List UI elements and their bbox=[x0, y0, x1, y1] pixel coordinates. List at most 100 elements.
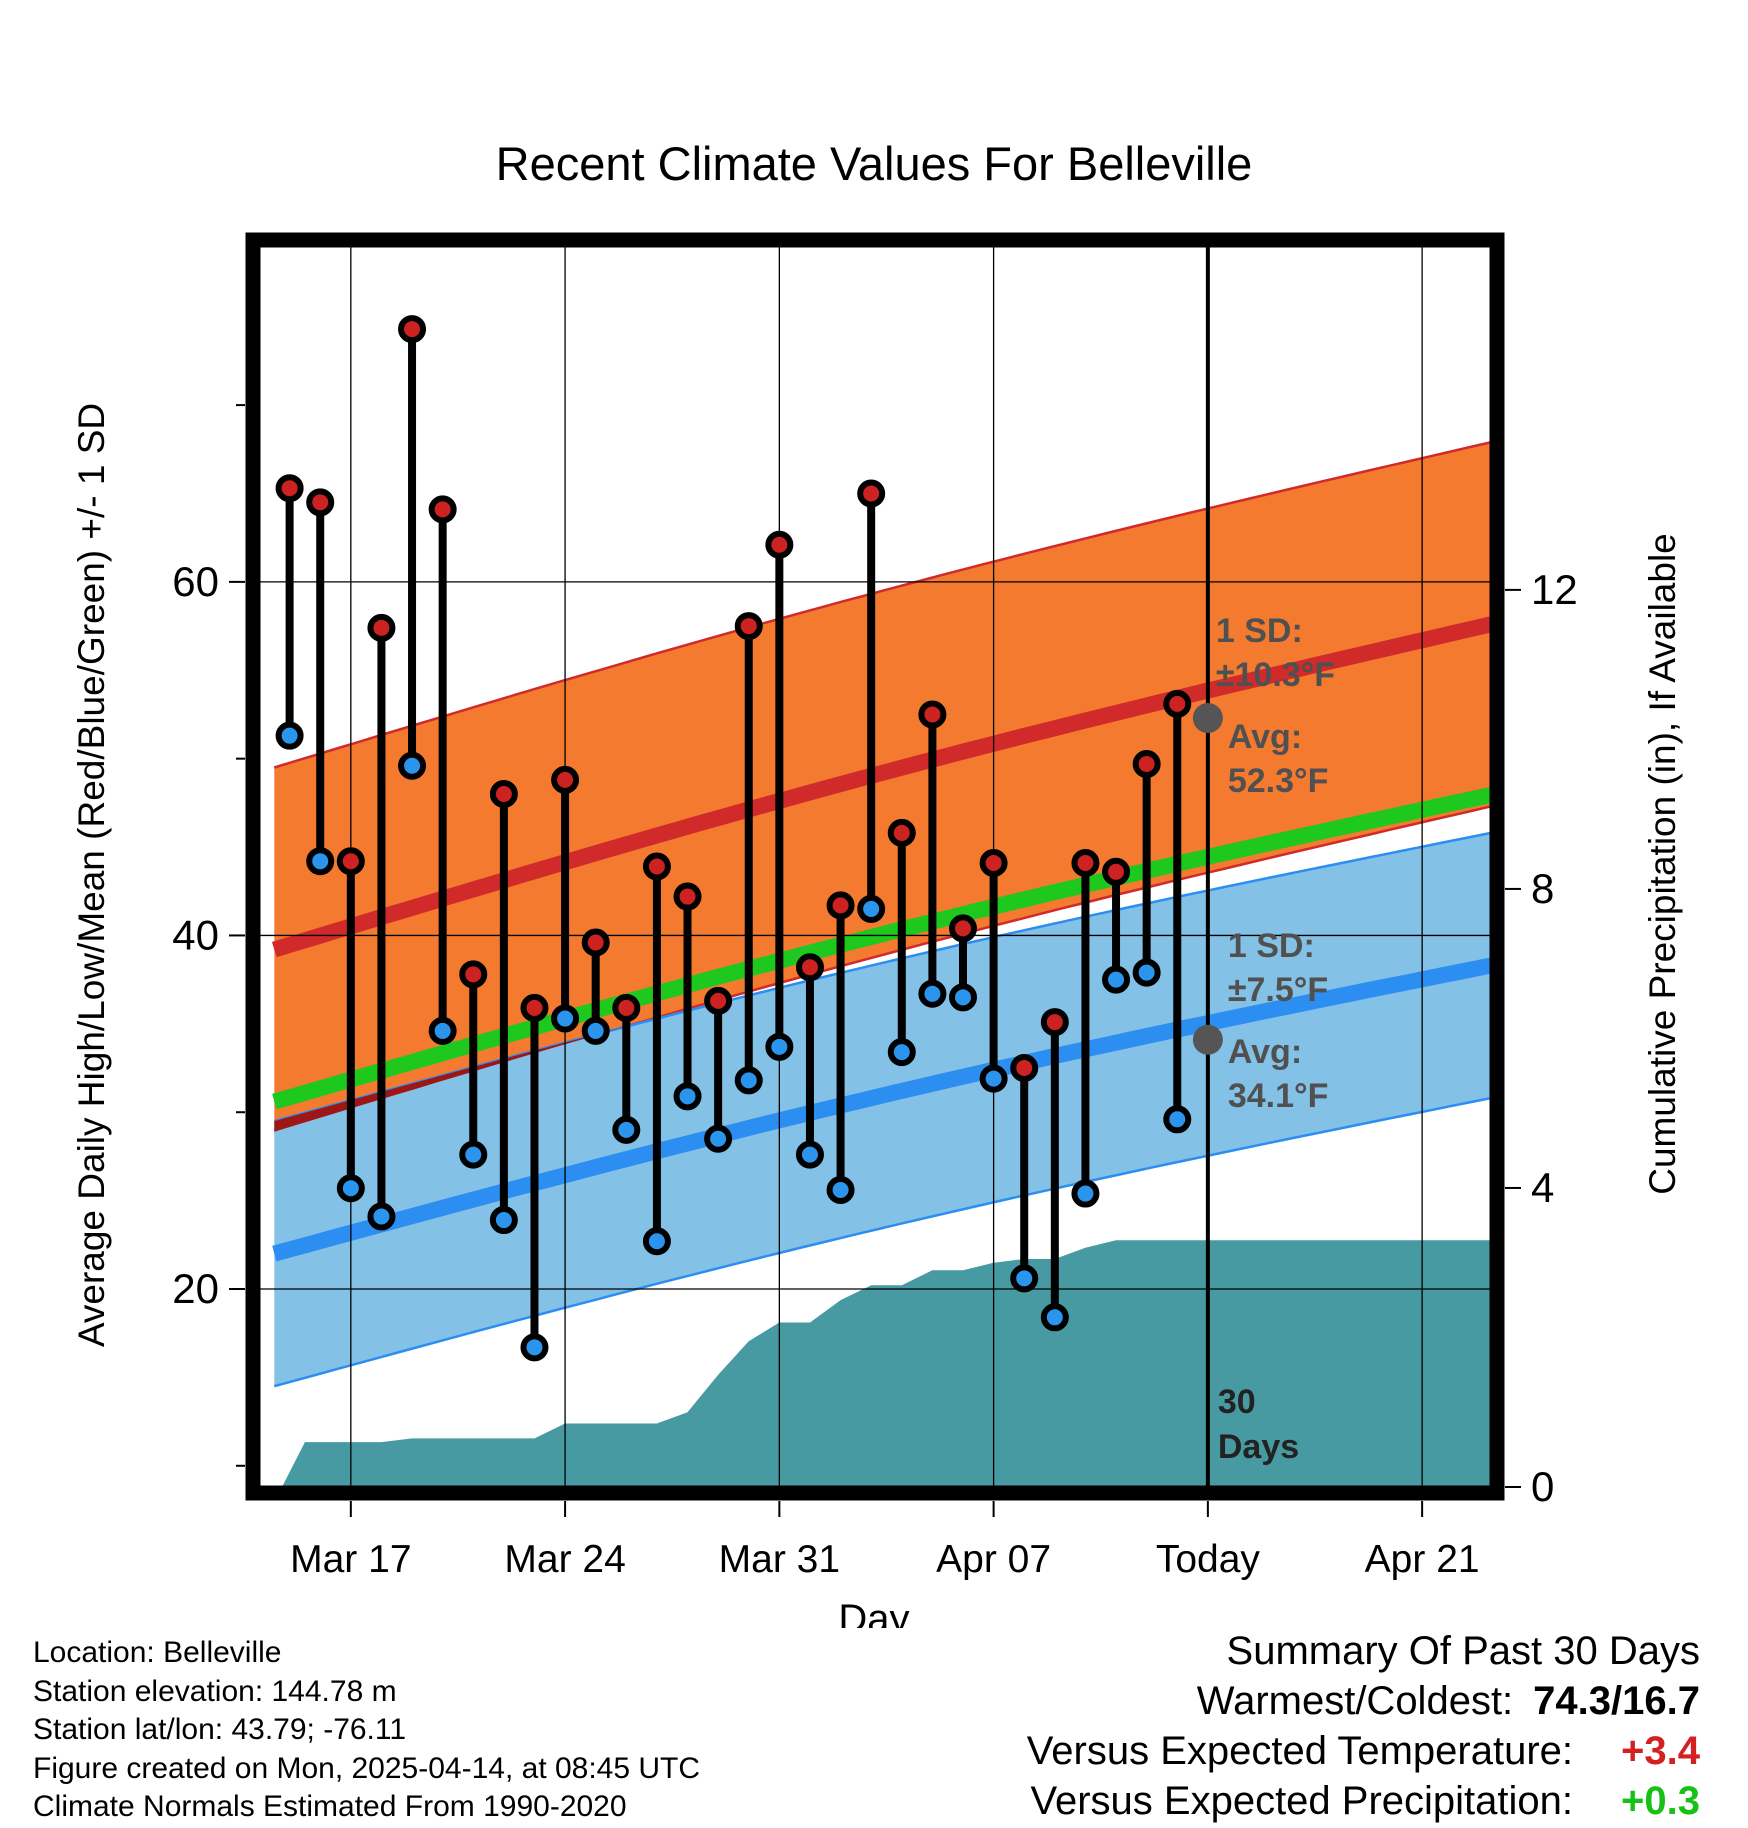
daily-low-point bbox=[459, 1140, 488, 1169]
x-tick-label: Mar 31 bbox=[719, 1538, 840, 1581]
warmest-coldest-row: Warmest/Coldest: 74.3/16.7 bbox=[1027, 1676, 1700, 1726]
daily-low-point bbox=[612, 1115, 641, 1144]
daily-high-point bbox=[887, 818, 916, 847]
low-normal-band bbox=[274, 832, 1491, 1387]
daily-low-point bbox=[826, 1176, 855, 1205]
daily-low-point bbox=[979, 1064, 1008, 1093]
daily-low-point bbox=[949, 983, 977, 1012]
temperature-anomaly-value: +3.4 bbox=[1621, 1729, 1700, 1773]
normals-text: Climate Normals Estimated From 1990-2020 bbox=[33, 1790, 627, 1823]
daily-high-point bbox=[734, 612, 763, 641]
daily-low-point bbox=[398, 751, 427, 780]
daily-low-point bbox=[551, 1004, 580, 1033]
daily-low-point bbox=[887, 1038, 916, 1067]
daily-high-point bbox=[428, 495, 457, 524]
daily-high-point bbox=[612, 993, 641, 1022]
daily-high-point bbox=[1040, 1008, 1069, 1037]
daily-low-point bbox=[673, 1082, 702, 1111]
y-axis-label-left: Average Daily High/Low/Mean (Red/Blue/Gr… bbox=[71, 403, 112, 1347]
high-normal-band bbox=[274, 442, 1491, 1132]
low-normal-line bbox=[272, 957, 1491, 1262]
daily-high-point bbox=[581, 928, 610, 957]
daily-low-point bbox=[1040, 1303, 1069, 1332]
y-right-tick-label: 4 bbox=[1531, 1164, 1554, 1211]
location-text: Location: Belleville bbox=[33, 1636, 282, 1669]
daily-low-point bbox=[918, 979, 947, 1008]
x-tick-label: Mar 17 bbox=[290, 1538, 411, 1581]
daily-high-point bbox=[1010, 1054, 1039, 1083]
daily-low-point bbox=[1071, 1179, 1100, 1208]
daily-low-point bbox=[1163, 1105, 1192, 1134]
chart-title: Recent Climate Values For Belleville bbox=[496, 137, 1253, 190]
daily-high-point bbox=[306, 488, 335, 517]
y-axis-label-right: Cumulative Precipitation (in), If Availa… bbox=[1642, 533, 1683, 1195]
daily-low-point bbox=[642, 1227, 671, 1256]
daily-high-point bbox=[1071, 848, 1100, 877]
y-left-tick-label: 40 bbox=[172, 911, 219, 958]
daily-low-point bbox=[336, 1174, 365, 1203]
plot-area: 1 SD: ±10.3°F Avg: 52.3°F 1 SD: ±7.5°F Avg: 34.… bbox=[172, 232, 1578, 1581]
daily-high-point bbox=[765, 530, 794, 559]
low-normal-band-lower bbox=[273, 1096, 1491, 1388]
low-avg-marker bbox=[1192, 1024, 1223, 1055]
daily-low-point bbox=[765, 1032, 794, 1061]
daily-low-point bbox=[704, 1124, 733, 1153]
precipitation-area bbox=[282, 1240, 1491, 1487]
daily-low-point bbox=[367, 1202, 396, 1231]
high-normal-band-upper bbox=[273, 440, 1491, 769]
daily-high-point bbox=[336, 847, 365, 876]
daily-high-point bbox=[459, 960, 488, 989]
daily-high-point bbox=[673, 882, 702, 911]
daily-low-point bbox=[306, 847, 335, 876]
daily-low-point bbox=[1132, 958, 1161, 987]
daily-low-point bbox=[489, 1206, 518, 1235]
precipitation-anomaly-row: Versus Expected Precipitation: +0.3 bbox=[1027, 1776, 1701, 1826]
precipitation-anomaly-label: Versus Expected Precipitation: bbox=[1030, 1779, 1574, 1823]
x-tick-label: Today bbox=[1156, 1538, 1261, 1581]
plot-frame bbox=[245, 232, 1505, 1501]
x-tick-label: Mar 24 bbox=[504, 1538, 625, 1581]
high-avg-marker bbox=[1192, 703, 1223, 734]
daily-high-point bbox=[551, 765, 580, 794]
warmest-coldest-label: Warmest/Coldest: bbox=[1196, 1679, 1514, 1723]
days-count-label: 30 bbox=[1218, 1383, 1256, 1421]
daily-high-point bbox=[704, 986, 733, 1015]
created-text: Figure created on Mon, 2025-04-14, at 08… bbox=[33, 1751, 701, 1785]
y-right-tick-label: 8 bbox=[1531, 865, 1554, 912]
y-right-tick-label: 0 bbox=[1531, 1463, 1554, 1510]
daily-high-point bbox=[367, 613, 396, 642]
daily-high-point bbox=[857, 479, 886, 508]
daily-low-point bbox=[795, 1140, 824, 1169]
x-tick-label: Apr 07 bbox=[936, 1538, 1051, 1581]
daily-high-point bbox=[1102, 857, 1131, 886]
summary-heading: Summary Of Past 30 Days bbox=[1226, 1629, 1700, 1673]
daily-high-point bbox=[918, 700, 947, 729]
days-word-label: Days bbox=[1218, 1428, 1299, 1466]
x-tick-label: Apr 21 bbox=[1365, 1538, 1480, 1581]
daily-high-point bbox=[489, 780, 518, 809]
low-sd-value: ±7.5°F bbox=[1228, 971, 1328, 1009]
daily-high-point bbox=[398, 315, 427, 344]
latlon-text: Station lat/lon: 43.79; -76.11 bbox=[33, 1713, 407, 1746]
daily-high-point bbox=[826, 891, 855, 920]
climate-chart: Recent Climate Values For Belleville 1 S… bbox=[71, 137, 1683, 1628]
low-sd-label: 1 SD: bbox=[1228, 927, 1315, 965]
temperature-anomaly-label: Versus Expected Temperature: bbox=[1026, 1729, 1574, 1773]
daily-high-point bbox=[642, 852, 671, 881]
low-avg-value: 34.1°F bbox=[1228, 1077, 1329, 1115]
daily-high-point bbox=[1163, 689, 1192, 718]
daily-high-point bbox=[1132, 749, 1161, 778]
high-avg-label: Avg: bbox=[1228, 718, 1302, 756]
daily-low-point bbox=[520, 1333, 549, 1362]
high-sd-label: 1 SD: bbox=[1216, 612, 1303, 650]
temperature-anomaly-row: Versus Expected Temperature: +3.4 bbox=[1027, 1726, 1700, 1776]
daily-low-point bbox=[275, 721, 304, 750]
daily-high-point bbox=[275, 474, 304, 503]
precipitation-anomaly-value: +0.3 bbox=[1621, 1779, 1700, 1823]
daily-high-point bbox=[949, 914, 977, 943]
elevation-text: Station elevation: 144.78 m bbox=[33, 1674, 397, 1708]
high-sd-value: ±10.3°F bbox=[1216, 656, 1335, 694]
warmest-coldest-value: 74.3/16.7 bbox=[1533, 1679, 1700, 1723]
daily-high-point bbox=[795, 953, 824, 982]
high-avg-value: 52.3°F bbox=[1228, 762, 1329, 800]
